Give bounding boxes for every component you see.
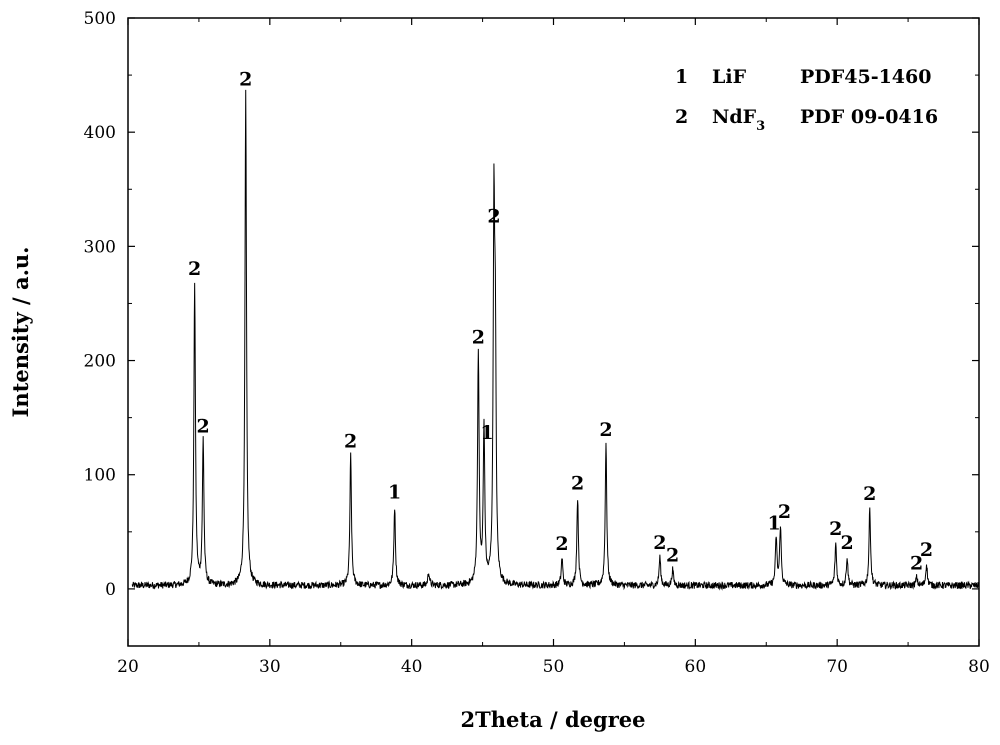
peak-label: 2 xyxy=(778,501,791,523)
peak-label: 2 xyxy=(555,533,568,555)
y-tick-label: 300 xyxy=(84,237,116,257)
legend-entry-2-number: 2 xyxy=(675,106,688,128)
y-tick-label: 400 xyxy=(84,123,116,143)
legend-entry-2-phase: NdF3 xyxy=(712,106,765,134)
y-tick-label: 0 xyxy=(105,580,116,600)
xrd-pattern-line xyxy=(131,89,980,591)
peak-label: 1 xyxy=(768,513,781,535)
y-tick-label: 500 xyxy=(84,9,116,29)
peak-label: 1 xyxy=(388,482,401,504)
peak-label: 2 xyxy=(863,483,876,505)
peak-label: 1 xyxy=(480,422,493,444)
x-tick-label: 80 xyxy=(968,657,990,677)
x-tick-label: 70 xyxy=(826,657,848,677)
peak-label: 2 xyxy=(920,539,933,561)
x-tick-label: 60 xyxy=(685,657,707,677)
legend-entry-1-phase: LiF xyxy=(712,66,747,88)
legend: 1 LiF PDF45-1460 2 NdF3 PDF 09-0416 xyxy=(675,66,938,134)
legend-entry-2: 2 NdF3 PDF 09-0416 xyxy=(675,106,938,134)
peak-label: 2 xyxy=(666,544,679,566)
legend-entry-1-pdf: PDF45-1460 xyxy=(800,66,931,88)
peak-label: 2 xyxy=(487,205,500,227)
peak-label: 2 xyxy=(840,532,853,554)
x-tick-label: 20 xyxy=(117,657,139,677)
x-axis-ticks: 20 30 40 50 60 70 80 xyxy=(117,18,990,677)
peak-label: 2 xyxy=(197,415,210,437)
peak-label: 2 xyxy=(239,68,252,90)
peak-label: 2 xyxy=(653,532,666,554)
y-tick-label: 100 xyxy=(84,466,116,486)
x-axis-title: 2Theta / degree xyxy=(461,707,646,732)
legend-entry-2-phase-subscript: 3 xyxy=(756,119,765,134)
x-tick-label: 50 xyxy=(543,657,565,677)
y-tick-label: 200 xyxy=(84,352,116,372)
legend-entry-1: 1 LiF PDF45-1460 xyxy=(675,66,931,88)
peak-label: 2 xyxy=(344,430,357,452)
x-tick-label: 40 xyxy=(401,657,423,677)
legend-entry-2-pdf: PDF 09-0416 xyxy=(800,106,938,128)
legend-entry-1-number: 1 xyxy=(675,66,688,88)
peak-label: 2 xyxy=(571,473,584,495)
peak-label: 2 xyxy=(188,258,201,280)
peak-label: 2 xyxy=(829,518,842,540)
peak-label: 2 xyxy=(599,419,612,441)
y-axis-title: Intensity / a.u. xyxy=(8,247,33,418)
peak-label: 2 xyxy=(472,326,485,348)
y-axis-ticks: 0 100 200 300 400 500 xyxy=(84,9,979,647)
peak-label: 2 xyxy=(910,552,923,574)
x-tick-label: 30 xyxy=(259,657,281,677)
